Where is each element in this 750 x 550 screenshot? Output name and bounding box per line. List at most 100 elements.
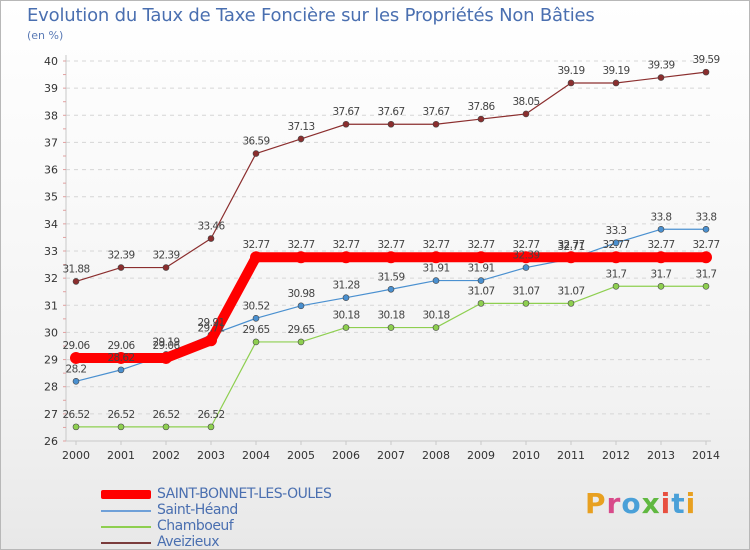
data-point (160, 351, 172, 364)
data-label: 32.77 (602, 239, 629, 251)
x-tick-label: 2012 (602, 449, 630, 462)
data-label: 32.77 (647, 239, 674, 251)
data-point (610, 251, 622, 264)
data-label: 30.98 (287, 288, 314, 300)
legend-swatch-saint-bonnet (101, 490, 151, 499)
x-tick-label: 2006 (332, 449, 360, 462)
data-label: 30.18 (422, 310, 449, 322)
data-point (387, 285, 395, 293)
data-label: 29.71 (197, 322, 224, 334)
x-tick-label: 2008 (422, 449, 450, 462)
data-point (567, 79, 575, 87)
data-label: 26.52 (62, 409, 89, 421)
legend-label-aveizieux: Aveizieux (157, 534, 220, 550)
data-point (477, 277, 485, 284)
data-point (72, 278, 80, 285)
y-tick-label: 27 (44, 408, 58, 421)
data-point (657, 225, 665, 233)
logo-letter: i (660, 487, 672, 520)
data-label: 33.8 (651, 211, 672, 223)
data-point (657, 282, 665, 290)
data-point (70, 351, 82, 364)
data-label: 32.77 (377, 239, 404, 251)
legend-label-saint-heand: Saint-Héand (157, 502, 238, 518)
data-point (432, 324, 440, 331)
data-point (520, 251, 532, 264)
x-tick-label: 2003 (197, 449, 225, 462)
data-point (205, 334, 217, 347)
data-label: 30.18 (377, 310, 404, 322)
data-point (340, 251, 352, 264)
data-label: 37.13 (287, 121, 314, 133)
y-tick-label: 28 (44, 381, 58, 394)
x-tick-label: 2010 (512, 449, 540, 462)
data-label: 30.52 (242, 300, 269, 312)
data-point (387, 324, 395, 331)
chart-title: Evolution du Taux de Taxe Foncière sur l… (27, 5, 595, 26)
data-label: 32.77 (557, 239, 584, 251)
data-label: 32.77 (332, 239, 359, 251)
data-label: 31.7 (651, 268, 672, 280)
data-label: 39.39 (647, 60, 674, 72)
data-point (252, 150, 260, 157)
x-tick-label: 2007 (377, 449, 405, 462)
legend-label-saint-bonnet: SAINT-BONNET-LES-OULES (157, 486, 332, 502)
y-tick-label: 36 (44, 164, 58, 177)
data-point (342, 324, 350, 331)
data-point (702, 282, 710, 290)
data-label: 28.62 (107, 352, 134, 364)
data-point (387, 120, 395, 128)
data-label: 33.3 (606, 225, 627, 237)
data-point (295, 251, 307, 264)
data-point (115, 351, 127, 364)
data-point (702, 225, 710, 233)
data-point (522, 264, 530, 271)
data-label: 29.65 (287, 324, 314, 336)
y-tick-label: 34 (44, 218, 58, 231)
data-label: 31.7 (696, 268, 717, 280)
data-label: 31.59 (377, 271, 404, 283)
data-point (475, 251, 487, 264)
data-label: 37.67 (332, 106, 359, 118)
data-point (207, 423, 215, 431)
data-label: 26.52 (152, 409, 179, 421)
data-label: 29.91 (197, 317, 224, 329)
data-point (252, 338, 260, 346)
data-label: 28.2 (66, 363, 87, 375)
x-tick-label: 2009 (467, 449, 495, 462)
x-tick-label: 2000 (62, 449, 90, 462)
data-point (612, 239, 620, 247)
data-label: 32.77 (422, 239, 449, 251)
data-point (162, 423, 170, 431)
legend-swatch-aveizieux (101, 542, 151, 544)
data-point (612, 79, 620, 87)
y-tick-label: 37 (44, 136, 58, 149)
proxiti-logo: Proxiti (585, 487, 696, 520)
data-point (655, 251, 667, 264)
data-point (117, 366, 125, 374)
data-label: 32.39 (107, 250, 134, 262)
data-point (207, 235, 215, 242)
data-label: 36.59 (242, 136, 269, 148)
data-label: 32.71 (557, 241, 584, 253)
data-point (250, 251, 262, 264)
data-label: 31.88 (62, 263, 89, 275)
data-label: 32.77 (467, 239, 494, 251)
logo-letter: x (641, 487, 661, 520)
y-tick-label: 32 (44, 272, 58, 285)
data-point (72, 377, 80, 385)
data-label: 32.77 (692, 239, 719, 251)
data-point (565, 251, 577, 264)
data-point (297, 338, 305, 346)
data-point (567, 300, 575, 307)
data-label: 37.86 (467, 101, 495, 113)
logo-letter: i (685, 487, 697, 520)
data-point (385, 251, 397, 264)
data-point (522, 110, 530, 118)
data-point (657, 74, 665, 81)
data-label: 26.52 (197, 409, 224, 421)
y-tick-label: 35 (44, 191, 58, 204)
data-label: 31.28 (332, 280, 359, 292)
logo-letter: P (585, 487, 607, 520)
